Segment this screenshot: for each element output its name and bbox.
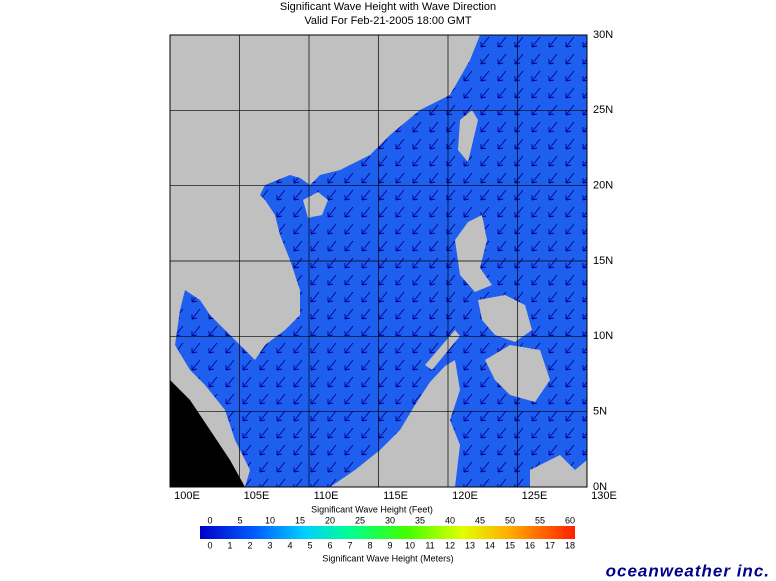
meters-tick-label: 17 [545,540,555,550]
meters-tick-label: 15 [505,540,515,550]
feet-tick-label: 25 [355,515,365,525]
meters-tick-label: 3 [267,540,272,550]
meters-tick-label: 9 [387,540,392,550]
visayas [478,295,532,342]
meters-tick-label: 14 [485,540,495,550]
lat-label: 25N [593,104,613,116]
meters-tick-label: 2 [247,540,252,550]
sulawesi-edge [530,455,587,487]
meters-tick-label: 10 [405,540,415,550]
meters-tick-label: 4 [287,540,292,550]
feet-tick-label: 60 [565,515,575,525]
lon-label: 120E [452,490,478,502]
meters-tick-label: 12 [445,540,455,550]
lat-label: 0N [593,481,607,493]
feet-tick-label: 0 [207,515,212,525]
no-data [170,380,245,487]
lon-label: 105E [244,490,270,502]
feet-tick-label: 10 [265,515,275,525]
meters-tick-label: 16 [525,540,535,550]
meters-title: Significant Wave Height (Meters) [322,553,453,563]
grid [170,35,587,487]
feet-title: Significant Wave Height (Feet) [311,504,433,514]
meters-tick-label: 13 [465,540,475,550]
brand: oceanweather inc. [606,561,770,580]
lat-label: 5N [593,406,607,418]
feet-tick-label: 15 [295,515,305,525]
feet-tick-label: 5 [237,515,242,525]
feet-tick-label: 30 [385,515,395,525]
meters-tick-label: 5 [307,540,312,550]
borneo [330,360,460,487]
subtitle: Valid For Feb-21-2005 18:00 GMT [304,15,472,27]
meters-tick-label: 6 [327,540,332,550]
title: Significant Wave Height with Wave Direct… [280,1,496,13]
lat-label: 20N [593,180,613,192]
luzon [455,215,492,292]
lon-label: 110E [314,490,339,502]
map-frame [169,34,588,488]
meters-tick-label: 1 [227,540,232,550]
meters-tick-label: 11 [425,540,434,550]
meters-tick-label: 0 [207,540,212,550]
lat-label: 10N [593,330,613,342]
feet-tick-label: 20 [325,515,335,525]
feet-tick-label: 40 [445,515,455,525]
feet-tick-label: 45 [475,515,485,525]
map [169,34,588,488]
meters-tick-label: 7 [347,540,352,550]
axis-labels: 100E 105E 110E 115E 120E 125E 130E0N5N10N15N20… [174,29,617,550]
lat-label: 15N [593,255,613,267]
meters-tick-label: 18 [565,540,575,550]
lat-label: 30N [593,29,613,41]
lon-label: 125E [522,490,548,502]
lon-label: 130E [591,490,617,502]
palawan [425,330,460,370]
meters-tick-label: 8 [367,540,372,550]
lon-label: 115E [383,490,408,502]
lon-label: 100E [174,490,200,502]
taiwan [458,110,478,162]
colorbar [200,526,575,539]
feet-tick-label: 50 [505,515,515,525]
mainland [170,35,480,487]
feet-tick-label: 35 [415,515,425,525]
feet-tick-label: 55 [535,515,545,525]
